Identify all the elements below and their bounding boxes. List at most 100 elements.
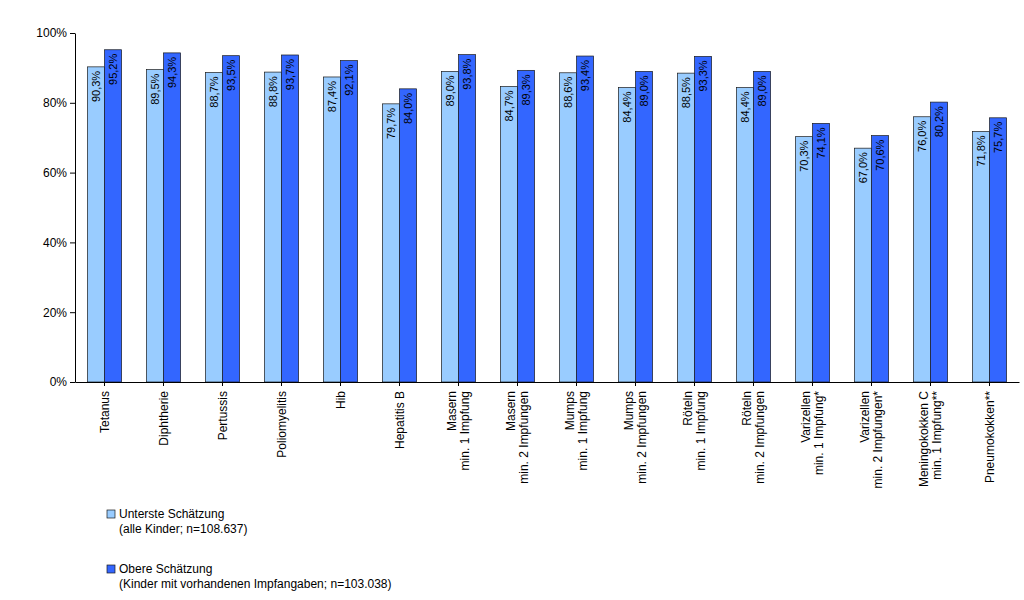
data-label: 92,1%	[343, 64, 355, 95]
legend-label-line: (Kinder mit vorhandenen Impfangaben; n=1…	[119, 577, 392, 591]
tick-mark	[70, 173, 75, 174]
bars	[87, 50, 1006, 382]
data-label: 71,8%	[975, 135, 987, 166]
tick-label: Varizellenmin. 1 Impfung*	[799, 391, 826, 475]
bar	[400, 89, 417, 382]
data-label: 70,3%	[798, 140, 810, 171]
chart: 90,3%89,5%88,7%88,8%87,4%79,7%89,0%84,7%…	[0, 0, 1024, 600]
tick-label: 40%	[43, 236, 67, 250]
bar	[87, 67, 104, 382]
legend-entry: Unterste Schätzung(alle Kinder; n=108.63…	[107, 507, 247, 536]
bar	[972, 131, 989, 382]
bar	[205, 72, 222, 382]
tick: Poliomyelitis	[275, 382, 289, 458]
legend-label-line: Obere Schätzung	[119, 562, 212, 576]
bar	[282, 55, 299, 382]
data-label: 93,5%	[225, 59, 237, 90]
tick-label-line: Masern	[504, 391, 518, 431]
tick-label-line: Röteln	[681, 391, 695, 426]
tick: 0%	[50, 375, 75, 389]
tick-mark	[70, 242, 75, 243]
bar	[164, 53, 181, 382]
bar	[264, 72, 281, 382]
data-label: 95,2%	[107, 54, 119, 85]
bar	[459, 55, 476, 382]
bar	[500, 86, 517, 382]
data-label: 84,4%	[739, 91, 751, 122]
tick-mark	[70, 382, 75, 383]
legend-swatch	[107, 510, 115, 518]
tick-mark	[222, 382, 223, 386]
legend-label: Obere Schätzung(Kinder mit vorhandenen I…	[119, 562, 392, 591]
bar	[441, 71, 458, 382]
tick-label: Diphtherie	[157, 391, 171, 446]
tick: Pertussis	[216, 382, 230, 440]
tick: 60%	[43, 166, 75, 180]
tick-mark	[635, 382, 636, 386]
data-label: 89,0%	[444, 75, 456, 106]
bar	[677, 73, 694, 382]
bar	[618, 87, 635, 382]
legend-swatch	[107, 565, 115, 573]
tick: Rötelnmin. 2 Impfungen	[740, 382, 767, 484]
tick-label: Tetanus	[98, 391, 112, 433]
tick-label: Rötelnmin. 1 Impfung	[681, 391, 708, 470]
data-label: 94,3%	[166, 57, 178, 88]
axis-line	[75, 34, 76, 383]
tick-mark	[70, 103, 75, 104]
legend-entry: Obere Schätzung(Kinder mit vorhandenen I…	[107, 562, 392, 591]
bar	[854, 148, 871, 382]
tick-label-line: min. 2 Impfungen*	[871, 391, 885, 489]
data-label: 93,7%	[284, 59, 296, 90]
bar	[518, 70, 535, 382]
data-labels: 90,3%89,5%88,7%88,8%87,4%79,7%89,0%84,7%…	[90, 54, 1004, 184]
tick: Hib	[334, 382, 348, 409]
bar	[795, 137, 812, 382]
data-label: 88,5%	[680, 77, 692, 108]
data-label: 70,6%	[874, 139, 886, 170]
bar	[931, 102, 948, 382]
tick-label-line: Poliomyelitis	[275, 391, 289, 458]
tick-label: Meningokokken Cmin. 1 Impfung**	[917, 391, 944, 487]
tick-label-line: Tetanus	[98, 391, 112, 433]
data-label: 79,7%	[385, 108, 397, 139]
data-label: 84,4%	[621, 91, 633, 122]
data-label: 84,7%	[503, 90, 515, 121]
bar	[636, 71, 653, 382]
tick: Mumpsmin. 2 Impfungen	[622, 382, 649, 484]
tick: Varizellenmin. 1 Impfung*	[799, 382, 826, 475]
bar	[105, 50, 122, 382]
tick-label: 100%	[36, 26, 67, 40]
tick: 80%	[43, 96, 75, 110]
data-label: 93,3%	[697, 60, 709, 91]
tick: Meningokokken Cmin. 1 Impfung**	[917, 382, 944, 487]
tick-label: 20%	[43, 306, 67, 320]
bar	[913, 117, 930, 382]
tick-label-line: Diphtherie	[157, 391, 171, 446]
data-label: 89,3%	[520, 74, 532, 105]
tick-mark	[70, 312, 75, 313]
tick: Tetanus	[98, 382, 112, 433]
tick-label-line: min. 2 Impfungen	[517, 391, 531, 484]
bar	[813, 123, 830, 382]
bar	[341, 61, 358, 382]
bar	[223, 56, 240, 382]
tick-label-line: min. 2 Impfungen	[753, 391, 767, 484]
data-label: 87,4%	[326, 81, 338, 112]
tick-label-line: min. 1 Impfung	[576, 391, 590, 470]
series	[105, 50, 1007, 382]
data-label: 90,3%	[90, 71, 102, 102]
tick-label-line: Masern	[445, 391, 459, 431]
tick-label-line: Varizellen	[799, 391, 813, 443]
tick-mark	[753, 382, 754, 386]
tick: Rötelnmin. 1 Impfung	[681, 382, 708, 470]
tick: Pneumokokken**	[983, 382, 997, 483]
legend-label-line: Unterste Schätzung	[119, 507, 224, 521]
tick: Hepatitis B	[393, 382, 407, 449]
bar	[754, 71, 771, 382]
tick-mark	[104, 382, 105, 386]
data-label: 89,0%	[638, 75, 650, 106]
tick-mark	[70, 33, 75, 34]
tick-label-line: Mumps	[563, 391, 577, 430]
legend-label-line: (alle Kinder; n=108.637)	[119, 522, 247, 536]
